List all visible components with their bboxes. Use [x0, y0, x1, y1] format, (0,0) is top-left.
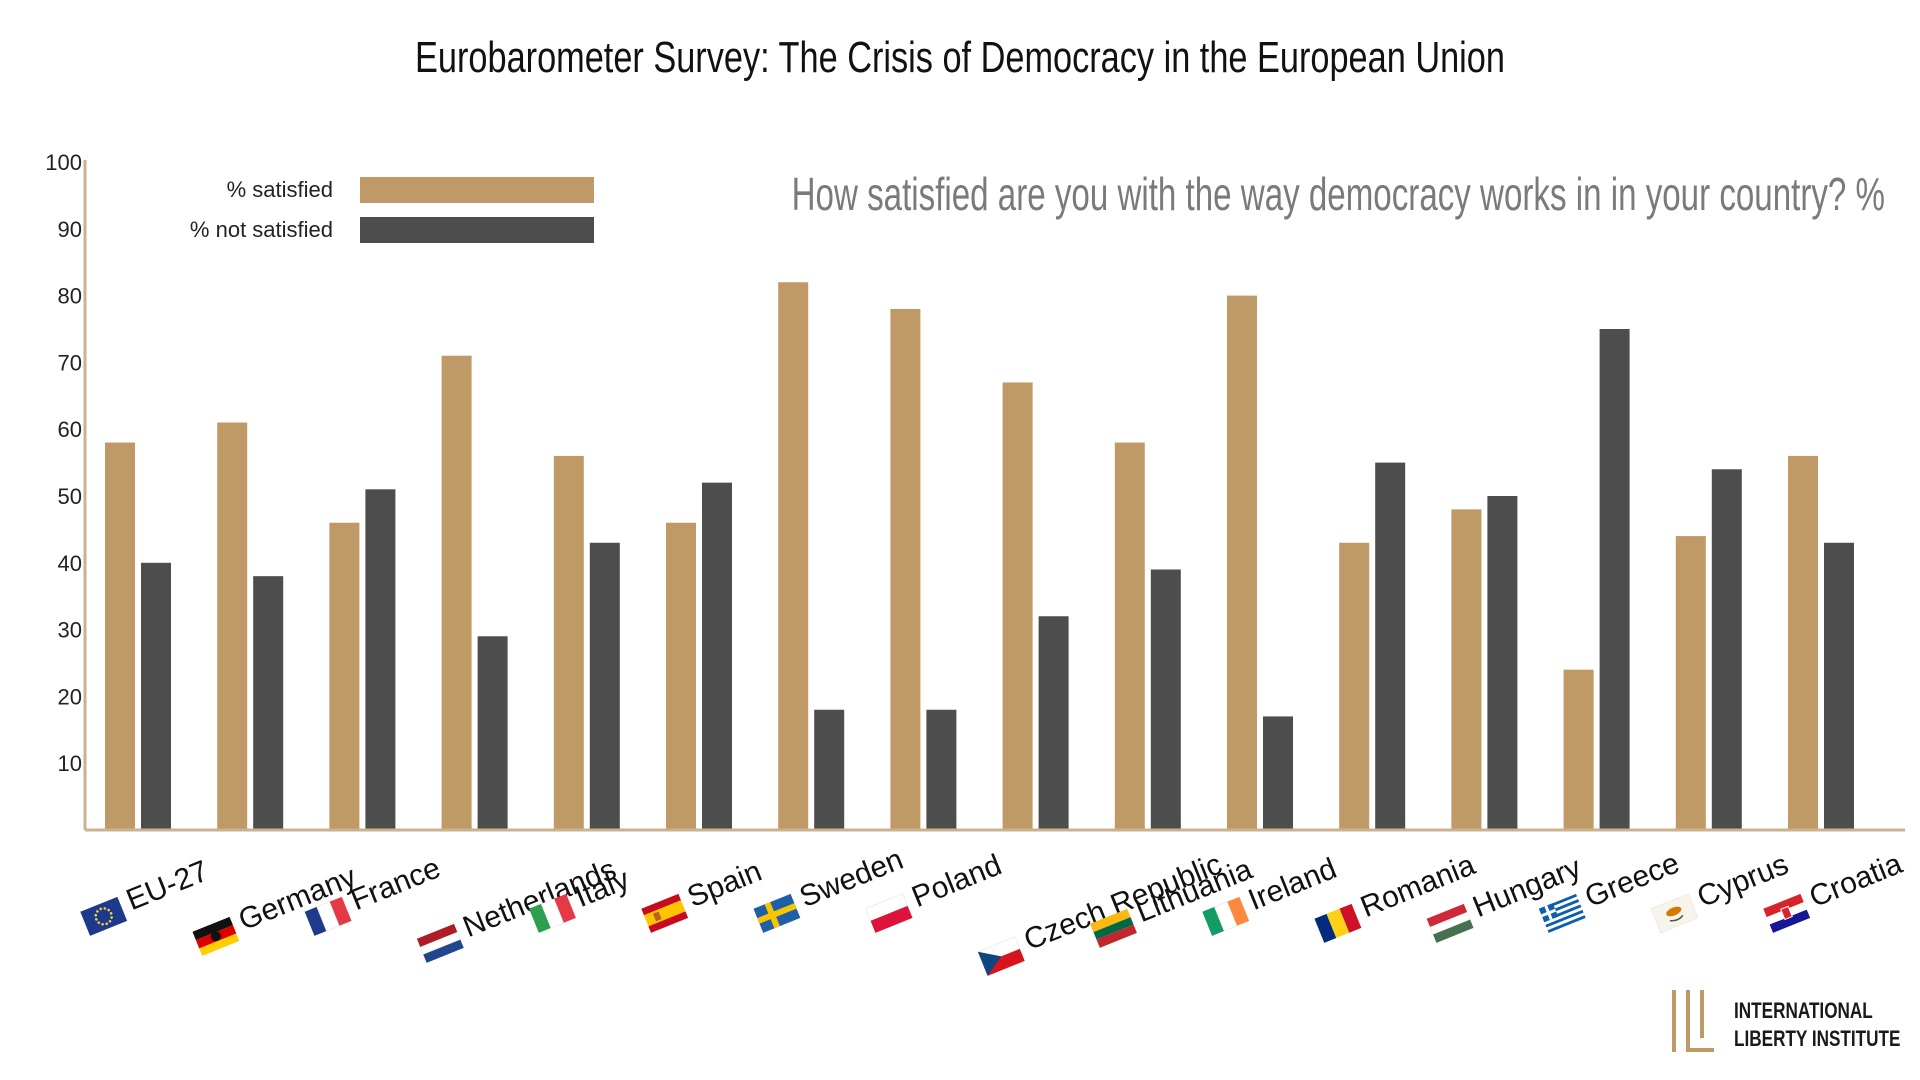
bar-not-satisfied: [1150, 569, 1181, 830]
romania-flag-icon: [1314, 903, 1362, 943]
bar-not-satisfied: [1824, 542, 1854, 830]
bar-satisfied: [1114, 442, 1145, 830]
x-tick-label-group: Czech Republic: [977, 848, 1227, 976]
bar-satisfied: [1675, 536, 1706, 830]
bar-satisfied: [1002, 382, 1033, 830]
greece-flag-icon: [1538, 893, 1586, 933]
legend: % satisfied % not satisfied: [190, 177, 594, 243]
eu-flag-icon: [80, 896, 128, 936]
lithuania-flag-icon: [1090, 908, 1137, 948]
x-tick-label: Croatia: [1805, 847, 1907, 914]
y-tick-label: 10: [58, 751, 82, 776]
legend-label: % satisfied: [227, 177, 333, 202]
y-tick-label: 20: [58, 684, 82, 709]
poland-flag-icon: [865, 893, 913, 933]
bar-not-satisfied: [141, 562, 171, 830]
cyprus-flag-icon: [1650, 893, 1699, 934]
y-tick-label: 50: [58, 484, 82, 509]
italy-flag-icon: [529, 893, 576, 933]
hungary-flag-icon: [1426, 903, 1474, 943]
sweden-flag-icon: [753, 893, 801, 933]
ili-logo: INTERNATIONAL LIBERTY INSTITUTE: [1672, 990, 1900, 1052]
bar-not-satisfied: [1711, 469, 1742, 830]
bar-not-satisfied: [814, 709, 845, 830]
y-tick-label: 40: [58, 551, 82, 576]
bar-satisfied: [1339, 542, 1370, 830]
bar-not-satisfied: [1263, 716, 1293, 830]
bar-satisfied: [1451, 509, 1482, 830]
legend-swatch: [360, 217, 594, 243]
chart-subtitle: How satisfied are you with the way democ…: [792, 170, 1885, 220]
x-tick-label: Spain: [683, 855, 767, 914]
x-tick-label: Poland: [907, 848, 1006, 914]
spain-flag-icon: [641, 893, 689, 933]
y-tick-label: 80: [58, 284, 82, 309]
bar-not-satisfied: [1038, 616, 1069, 830]
bar-satisfied: [890, 308, 921, 831]
bar-not-satisfied: [477, 636, 508, 830]
bar-satisfied: [778, 282, 809, 830]
x-tick-label: Ireland: [1244, 852, 1341, 917]
bar-satisfied: [553, 455, 584, 830]
y-tick-label: 90: [58, 217, 82, 242]
bar-satisfied: [329, 522, 360, 830]
bar-satisfied: [441, 355, 472, 830]
y-tick-label: 30: [58, 618, 82, 643]
bar-satisfied: [1227, 295, 1257, 831]
bar-satisfied: [217, 422, 248, 830]
bar-not-satisfied: [365, 489, 396, 830]
axes: [83, 160, 1905, 832]
ili-logo-icon: [1672, 990, 1714, 1052]
bar-satisfied: [666, 522, 696, 830]
y-tick-label: 60: [58, 417, 82, 442]
x-tick-label-group: EU-27: [80, 855, 213, 936]
bars: [105, 282, 1854, 831]
bar-not-satisfied: [589, 542, 620, 830]
bar-not-satisfied: [1375, 462, 1406, 830]
germany-flag-icon: [192, 916, 240, 956]
croatia-flag-icon: [1763, 893, 1811, 933]
bar-satisfied: [1788, 455, 1818, 830]
bar-satisfied: [1563, 669, 1594, 830]
y-tick-label: 100: [45, 150, 82, 175]
x-tick-label: EU-27: [122, 855, 213, 917]
x-tick-label: France: [346, 851, 445, 917]
france-flag-icon: [304, 896, 352, 936]
bar-not-satisfied: [926, 709, 957, 830]
bar-not-satisfied: [253, 576, 284, 830]
bar-not-satisfied: [1487, 496, 1518, 830]
bar-not-satisfied: [1599, 329, 1630, 830]
netherlands-flag-icon: [416, 923, 464, 963]
chart-title: Eurobarometer Survey: The Crisis of Demo…: [415, 33, 1505, 82]
czech-republic-flag-icon: [977, 936, 1025, 976]
ireland-flag-icon: [1202, 896, 1250, 936]
bar-satisfied: [105, 442, 135, 830]
logo-line-2: LIBERTY INSTITUTE: [1734, 1027, 1900, 1052]
x-tick-label-group: Spain: [641, 855, 767, 933]
y-axis-ticks: 10 20 30 40 50 60 70 80 90 100: [45, 150, 82, 776]
logo-line-1: INTERNATIONAL: [1734, 999, 1873, 1024]
legend-label: % not satisfied: [190, 217, 333, 242]
legend-swatch: [360, 177, 594, 203]
bar-not-satisfied: [702, 482, 732, 830]
y-tick-label: 70: [58, 350, 82, 375]
